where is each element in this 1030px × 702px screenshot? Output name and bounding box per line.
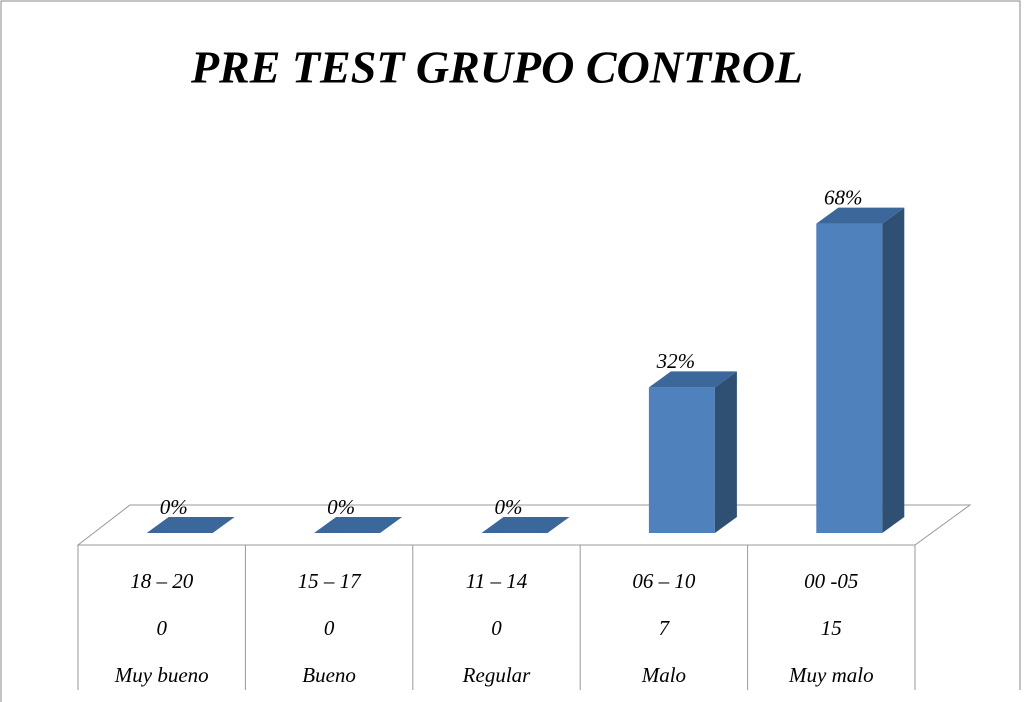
x-tick-label: Malo	[641, 663, 686, 687]
x-tick-label: Muy malo	[788, 663, 874, 687]
bar-top	[314, 517, 403, 533]
count-label: 7	[659, 616, 671, 640]
count-label: 0	[324, 616, 335, 640]
range-label: 06 – 10	[632, 569, 696, 593]
value-label: 0%	[495, 495, 523, 519]
x-tick-label: Regular	[462, 663, 531, 687]
value-label: 0%	[327, 495, 355, 519]
range-label: 11 – 14	[466, 569, 528, 593]
range-label: 18 – 20	[130, 569, 194, 593]
value-label: 68%	[824, 185, 863, 209]
value-label: 0%	[160, 495, 188, 519]
bar-front	[648, 387, 715, 533]
bar-top	[481, 517, 570, 533]
count-label: 0	[156, 616, 167, 640]
x-tick-label: Muy bueno	[114, 663, 209, 687]
bar-top	[816, 207, 905, 224]
bar-top	[146, 517, 235, 533]
count-label: 0	[491, 616, 502, 640]
count-label: 15	[821, 616, 842, 640]
chart-title: PRE TEST GRUPO CONTROL	[190, 42, 803, 93]
range-label: 15 – 17	[298, 569, 363, 593]
bar-side	[714, 371, 737, 533]
x-tick-label: Bueno	[302, 663, 356, 687]
bar-side	[882, 207, 905, 533]
bar-front	[816, 223, 883, 533]
range-label: 00 -05	[804, 569, 858, 593]
value-label: 32%	[656, 349, 696, 373]
bar-top	[648, 371, 737, 388]
